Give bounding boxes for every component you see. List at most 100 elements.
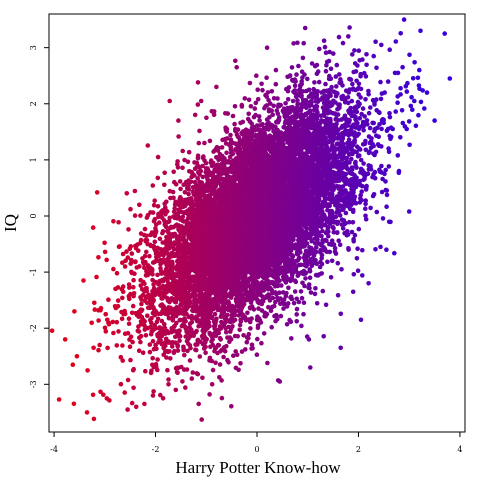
data-point	[223, 329, 229, 335]
data-point	[268, 308, 274, 314]
data-point	[257, 118, 262, 123]
data-point	[265, 90, 271, 95]
data-point	[289, 336, 294, 341]
data-point	[127, 337, 132, 342]
data-point	[338, 311, 344, 317]
data-point	[126, 227, 131, 232]
data-point	[400, 120, 406, 126]
data-point	[149, 320, 154, 326]
data-point	[356, 81, 362, 87]
data-point	[152, 239, 158, 245]
data-point	[172, 206, 177, 211]
data-point	[379, 126, 384, 132]
data-point	[129, 400, 135, 406]
data-point	[167, 188, 173, 194]
data-point	[386, 164, 392, 169]
data-point	[356, 48, 362, 53]
data-point	[387, 114, 393, 120]
data-point	[383, 167, 389, 173]
data-point	[212, 348, 217, 354]
data-point	[242, 96, 248, 101]
data-point	[365, 171, 371, 176]
data-point	[150, 362, 155, 368]
data-point	[368, 105, 373, 110]
data-point	[196, 140, 202, 146]
data-point	[140, 350, 146, 356]
data-point	[273, 67, 279, 73]
data-point	[269, 89, 275, 94]
data-point	[120, 295, 125, 301]
data-point	[244, 339, 250, 345]
data-point	[377, 110, 382, 116]
data-point	[225, 111, 231, 116]
data-point	[130, 303, 136, 309]
data-point	[325, 259, 330, 265]
data-point	[265, 360, 270, 366]
data-point	[207, 138, 213, 144]
data-point	[155, 272, 160, 278]
data-point	[363, 74, 369, 79]
data-point	[420, 88, 426, 93]
data-point	[246, 97, 252, 103]
data-point	[193, 330, 199, 335]
data-point	[142, 319, 147, 324]
data-point	[273, 81, 279, 87]
data-point	[133, 246, 139, 251]
data-point	[340, 40, 346, 46]
data-point	[379, 163, 384, 169]
data-point	[128, 206, 133, 212]
data-point	[85, 368, 90, 373]
data-point	[114, 319, 120, 325]
data-point	[221, 354, 226, 360]
data-point	[166, 382, 171, 387]
data-point	[124, 249, 129, 254]
data-point	[294, 306, 300, 312]
data-point	[301, 300, 307, 306]
data-point	[243, 347, 248, 352]
data-point	[119, 316, 125, 322]
data-point	[190, 370, 196, 375]
data-point	[384, 188, 390, 193]
data-point	[331, 51, 336, 56]
data-point	[96, 318, 101, 323]
data-point	[291, 300, 297, 306]
data-point	[407, 52, 412, 58]
data-point	[145, 313, 150, 319]
data-point	[162, 170, 167, 176]
data-point	[92, 300, 97, 306]
data-point	[261, 331, 267, 336]
data-point	[247, 80, 253, 86]
data-point	[286, 85, 292, 90]
data-point	[319, 252, 325, 258]
data-point	[104, 257, 109, 263]
data-point	[256, 306, 261, 311]
data-point	[106, 297, 111, 303]
data-point	[337, 105, 342, 110]
data-point	[409, 94, 414, 100]
data-point	[322, 44, 328, 50]
data-point	[329, 238, 335, 243]
data-point	[366, 110, 372, 116]
data-point	[285, 97, 291, 102]
data-point	[165, 367, 170, 373]
data-point	[294, 72, 299, 77]
data-point	[118, 381, 124, 387]
data-point	[182, 352, 187, 358]
data-point	[408, 103, 414, 109]
data-point	[136, 348, 142, 354]
data-point	[150, 210, 156, 215]
data-point	[133, 404, 139, 410]
data-point	[305, 76, 310, 82]
data-point	[352, 48, 357, 53]
data-point	[155, 357, 160, 362]
data-point	[200, 174, 206, 180]
data-point	[368, 163, 373, 169]
data-point	[151, 389, 156, 394]
data-point	[150, 355, 155, 361]
data-point	[288, 294, 294, 300]
data-point	[197, 128, 202, 134]
data-point	[358, 157, 364, 163]
data-point	[406, 119, 412, 124]
data-point	[164, 199, 169, 205]
data-point	[366, 88, 371, 94]
